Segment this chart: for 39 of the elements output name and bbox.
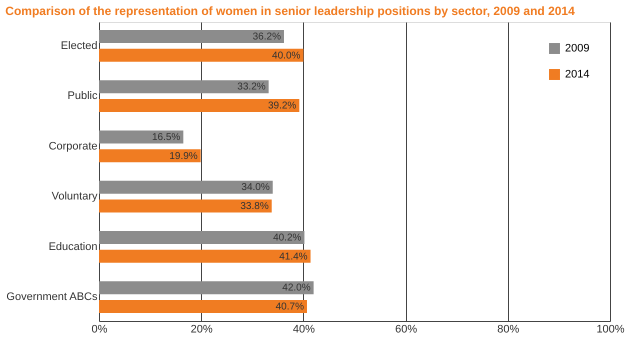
data-label: 34.0% <box>241 182 270 194</box>
data-label: 41.4% <box>279 251 308 262</box>
bar <box>99 281 314 294</box>
bar <box>99 149 201 162</box>
data-label: 40.2% <box>273 232 302 244</box>
data-label: 40.7% <box>276 302 304 313</box>
x-tick-label: 60% <box>395 324 418 336</box>
y-tick-label: Voluntary <box>52 190 98 203</box>
x-tick-label: 80% <box>497 324 520 336</box>
x-tick-label: 20% <box>190 324 213 336</box>
bar <box>99 230 304 244</box>
legend-label: 2014 <box>565 68 590 80</box>
bar <box>99 48 304 62</box>
bar <box>99 80 269 94</box>
bar <box>99 99 300 112</box>
y-tick-label: Corporate <box>48 140 98 152</box>
chart-title: Comparison of the representation of women in senior leadership positions by sector, 2009 and 2014 <box>5 4 576 18</box>
x-tick-label: 0% <box>92 324 108 336</box>
data-label: 19.9% <box>169 150 198 162</box>
y-tick-label: Government ABCs <box>6 291 98 304</box>
data-label: 36.2% <box>252 31 282 42</box>
bar <box>99 300 307 314</box>
bar <box>99 130 184 144</box>
bar <box>99 200 272 213</box>
y-tick-label: Public <box>68 90 98 102</box>
data-label: 33.8% <box>240 201 269 212</box>
legend-label: 2009 <box>565 42 590 54</box>
data-label: 33.2% <box>237 82 266 93</box>
data-label: 16.5% <box>152 132 180 143</box>
bar <box>99 250 311 263</box>
bar <box>99 30 284 43</box>
y-tick-label: Elected <box>60 40 98 52</box>
data-label: 40.0% <box>272 50 301 62</box>
data-label: 39.2% <box>268 100 296 112</box>
x-tick-label: 100% <box>596 324 625 336</box>
bar <box>99 180 273 194</box>
data-label: 42.0% <box>282 282 311 294</box>
x-tick-label: 40% <box>292 324 316 336</box>
y-tick-label: Education <box>48 240 98 253</box>
